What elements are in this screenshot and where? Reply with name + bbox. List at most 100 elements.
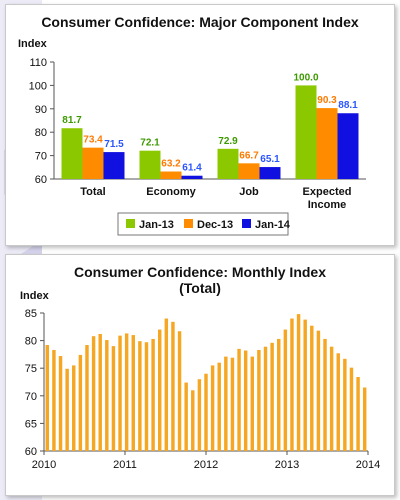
monthly-bar [310,325,314,451]
monthly-bar [45,345,50,451]
monthly-bar [217,362,221,451]
data-label: 71.5 [104,139,124,150]
monthly-bar [105,340,109,451]
y-axis-ticks: 60 65 70 75 80 85 [25,308,44,458]
monthly-bar [111,346,116,451]
monthly-bar [52,349,56,451]
data-label: 72.9 [218,136,238,147]
monthly-bar [58,356,63,451]
category-label: Total [80,186,105,198]
data-label: 73.4 [83,135,103,146]
category-label: Income [308,199,347,211]
bar-jan-14 [103,152,125,179]
category-label: Economy [146,186,196,198]
monthly-bar [224,356,228,451]
monthly-bar [277,338,281,451]
y-tick-label: 70 [25,391,37,403]
component-index-chart: Consumer Confidence: Major Component Ind… [18,14,366,236]
monthly-bar [91,336,96,451]
bar-jan-14 [181,175,203,179]
legend-swatch [242,219,251,228]
monthly-bar [204,373,208,451]
bar-jan-13 [139,150,161,179]
y-tick-label: 65 [25,418,37,430]
data-label: 63.2 [161,159,181,170]
monthly-bar [138,341,142,451]
y-tick-label: 70 [35,151,47,163]
monthly-bar [124,333,129,451]
monthly-bar [323,338,327,451]
monthly-bar [131,335,135,451]
monthly-bar [151,338,155,451]
category-label: Expected [303,186,352,198]
monthly-index-chart-panel: Consumer Confidence: Monthly Index (Tota… [5,254,395,496]
monthly-bar [250,356,255,451]
bar-dec-13 [316,108,338,179]
bar-dec-13 [160,171,182,179]
legend-swatch [126,219,135,228]
category-label: Job [239,186,259,198]
monthly-bar [85,345,89,451]
monthly-bar [184,382,188,451]
legend-label: Jan-14 [255,219,291,231]
monthly-bar [191,390,195,451]
bar-dec-13 [238,163,260,179]
legend-label: Jan-13 [139,219,174,231]
bar-jan-13 [295,85,317,179]
monthly-bar [144,342,149,451]
chart-subtitle: (Total) [179,280,221,296]
monthly-bar [263,346,268,451]
y-tick-label: 80 [25,336,37,348]
data-label: 100.0 [293,72,318,83]
data-label: 81.7 [62,115,82,126]
monthly-bar [343,358,347,451]
y-tick-label: 100 [29,80,47,92]
monthly-bar [316,330,321,451]
monthly-bar [336,353,340,451]
monthly-bar [329,346,334,451]
monthly-bar [177,331,182,451]
monthly-bar [296,314,301,451]
monthly-bar [270,342,274,451]
x-tick-label: 2011 [113,459,137,471]
y-tick-label: 80 [35,127,47,139]
data-label: 61.4 [182,163,202,174]
y-tick-label: 60 [35,174,47,186]
x-tick-label: 2010 [32,459,56,471]
legend: Jan-13 Dec-13 Jan-14 [117,212,291,236]
bar-jan-14 [337,113,359,179]
legend-label: Dec-13 [197,219,233,231]
monthly-bar [197,379,202,451]
monthly-bar [118,335,122,451]
monthly-bar [283,329,288,451]
data-label: 72.1 [140,138,160,149]
chart-title: Consumer Confidence: Monthly Index [74,264,326,280]
bar-series-group [45,314,367,451]
monthly-bar [349,367,354,451]
monthly-bar [72,365,76,451]
y-tick-label: 90 [35,104,47,116]
monthly-bar [290,318,294,451]
data-label: 90.3 [317,95,337,106]
monthly-bar [65,368,69,451]
monthly-bar [157,329,162,451]
component-index-chart-panel: Consumer Confidence: Major Component Ind… [5,4,395,246]
x-tick-label: 2014 [356,459,380,471]
data-label: 65.1 [260,154,280,165]
bar-jan-13 [217,148,239,179]
y-tick-label: 110 [29,57,47,69]
monthly-bar [98,333,102,451]
legend-swatch [184,219,193,228]
monthly-bar [257,349,261,451]
monthly-bar [362,387,367,451]
monthly-bar [237,348,241,451]
monthly-bar [243,350,248,451]
y-tick-label: 85 [25,308,37,320]
x-tick-label: 2013 [275,459,299,471]
bar-jan-14 [259,167,281,179]
y-tick-label: 60 [25,446,37,458]
monthly-bar [171,321,175,451]
monthly-bar [78,354,83,451]
data-label: 88.1 [338,100,358,111]
